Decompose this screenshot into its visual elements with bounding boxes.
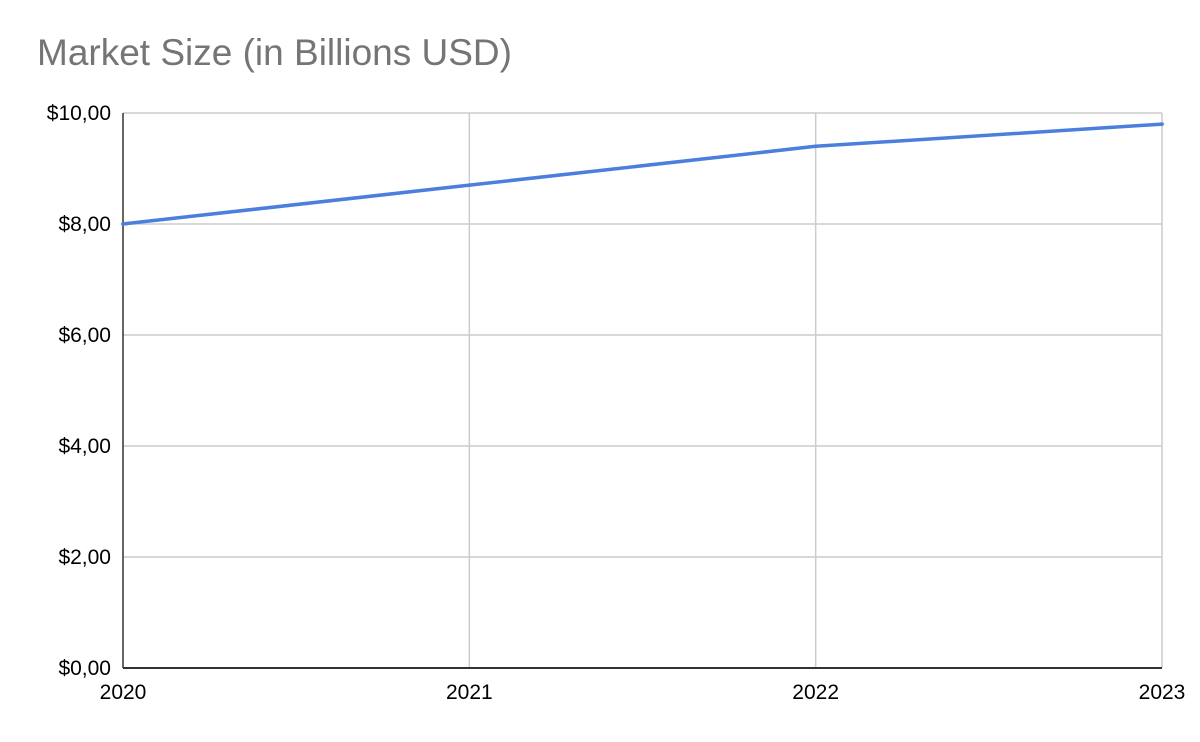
data-point	[467, 183, 472, 187]
x-tick-label: 2020	[100, 681, 147, 704]
x-tick-label: 2022	[792, 681, 839, 704]
y-tick-label: $0,00	[58, 657, 111, 680]
series-lines	[121, 122, 1164, 226]
y-tick-label: $8,00	[58, 213, 111, 236]
data-point	[1160, 122, 1164, 126]
data-point	[121, 222, 125, 226]
axes	[122, 113, 1162, 669]
x-tick-label: 2021	[446, 681, 493, 704]
chart-title: Market Size (in Billions USD)	[37, 32, 512, 73]
y-tick-label: $2,00	[58, 546, 111, 569]
y-tick-label: $4,00	[58, 435, 111, 458]
series-line	[121, 122, 1164, 226]
data-point	[813, 144, 818, 149]
tick-labels: $0,00 $2,00 $4,00 $6,00 $8,00 $10,00 2020 2021 2…	[47, 102, 1186, 704]
y-tick-label: $10,00	[47, 102, 111, 125]
y-tick-label: $6,00	[58, 324, 111, 347]
gridlines	[123, 112, 1163, 668]
x-tick-label: 2023	[1139, 681, 1186, 704]
